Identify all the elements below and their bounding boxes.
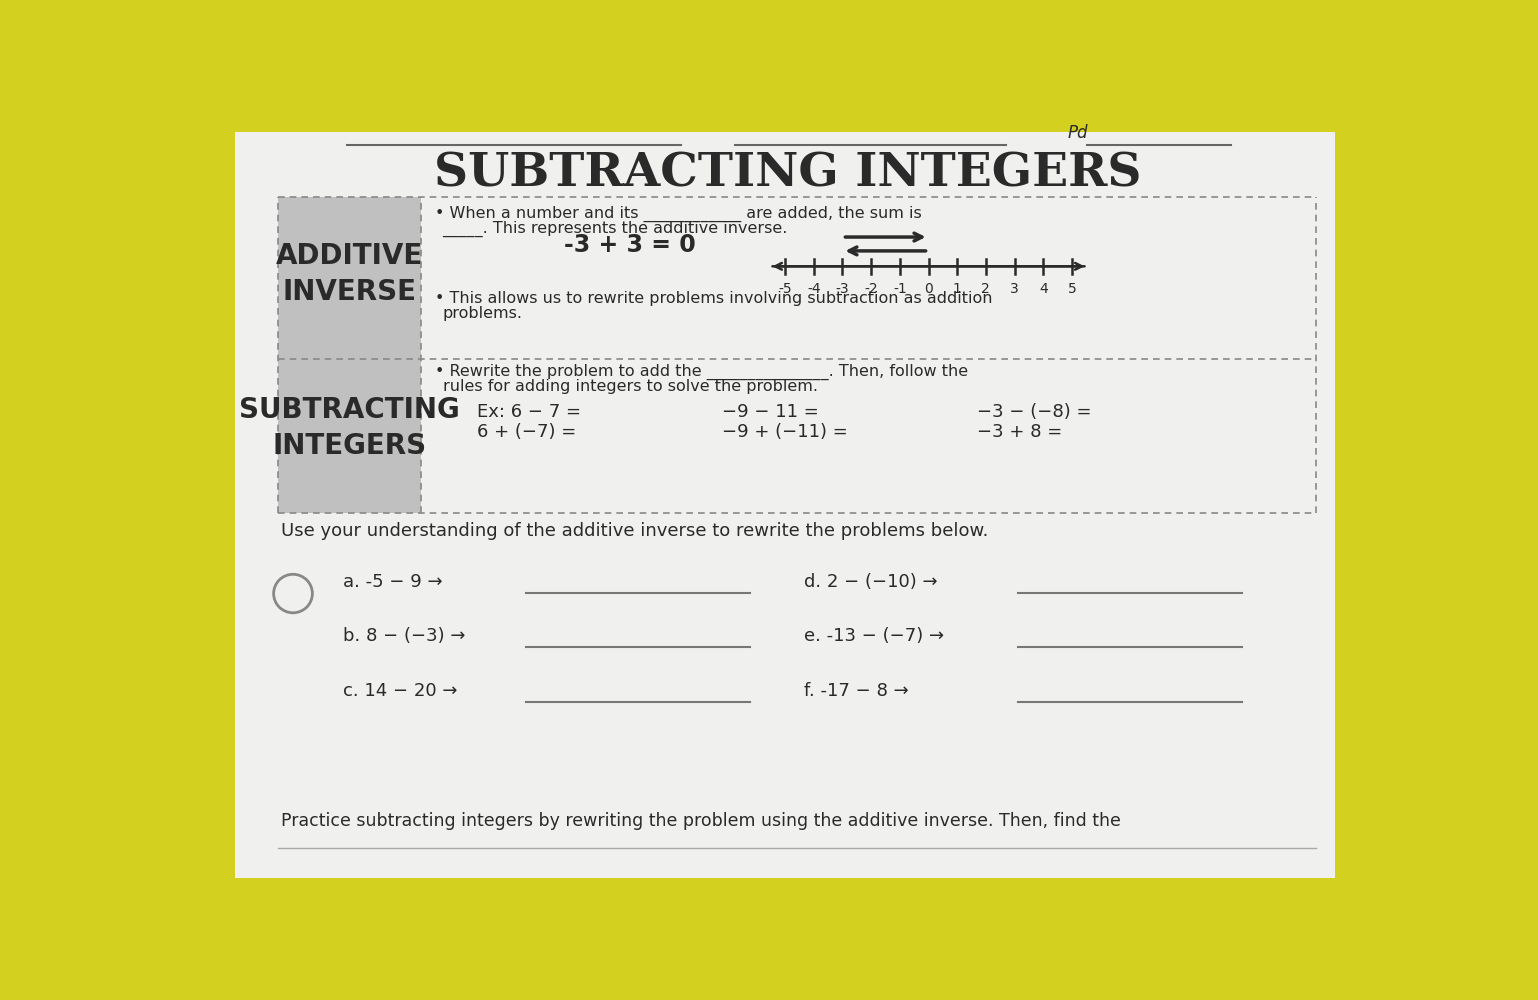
- Text: _____. This represents the additive inverse.: _____. This represents the additive inve…: [443, 221, 787, 237]
- Text: −9 − 11 =: −9 − 11 =: [721, 403, 818, 421]
- Text: 1: 1: [952, 282, 961, 296]
- Text: d. 2 − (−10) →: d. 2 − (−10) →: [804, 573, 938, 591]
- Text: • When a number and its ____________ are added, the sum is: • When a number and its ____________ are…: [435, 206, 921, 222]
- Circle shape: [274, 574, 312, 613]
- Bar: [277, 359, 421, 513]
- Text: Practice subtracting integers by rewriting the problem using the additive invers: Practice subtracting integers by rewriti…: [281, 812, 1121, 830]
- Text: 4: 4: [1038, 282, 1047, 296]
- Text: Use your understanding of the additive inverse to rewrite the problems below.: Use your understanding of the additive i…: [281, 522, 989, 540]
- Text: 0: 0: [924, 282, 934, 296]
- Text: -5: -5: [778, 282, 792, 296]
- Text: −3 + 8 =: −3 + 8 =: [977, 423, 1063, 441]
- Text: 3: 3: [1010, 282, 1018, 296]
- Text: -2: -2: [864, 282, 878, 296]
- Text: Ex: 6 − 7 =: Ex: 6 − 7 =: [477, 403, 581, 421]
- Text: a. -5 − 9 →: a. -5 − 9 →: [343, 573, 443, 591]
- Text: • Rewrite the problem to add the _______________. Then, follow the: • Rewrite the problem to add the _______…: [435, 364, 967, 380]
- Text: c. 14 − 20 →: c. 14 − 20 →: [343, 682, 458, 700]
- Text: problems.: problems.: [443, 306, 523, 321]
- Text: SUBTRACTING INTEGERS: SUBTRACTING INTEGERS: [434, 151, 1143, 197]
- Text: Pd: Pd: [1067, 124, 1089, 142]
- Text: e. -13 − (−7) →: e. -13 − (−7) →: [804, 627, 944, 645]
- Text: 2: 2: [981, 282, 990, 296]
- Text: • This allows us to rewrite problems involving subtraction as addition: • This allows us to rewrite problems inv…: [435, 291, 992, 306]
- Text: -3 + 3 = 0: -3 + 3 = 0: [564, 233, 697, 257]
- Text: f. -17 − 8 →: f. -17 − 8 →: [804, 682, 909, 700]
- Text: -3: -3: [835, 282, 849, 296]
- FancyBboxPatch shape: [235, 132, 1335, 878]
- Text: −3 − (−8) =: −3 − (−8) =: [977, 403, 1092, 421]
- Text: −9 + (−11) =: −9 + (−11) =: [721, 423, 847, 441]
- Text: -1: -1: [894, 282, 907, 296]
- Text: -4: -4: [807, 282, 821, 296]
- Text: rules for adding integers to solve the problem.: rules for adding integers to solve the p…: [443, 379, 818, 394]
- Text: 6 + (−7) =: 6 + (−7) =: [477, 423, 577, 441]
- Text: b. 8 − (−3) →: b. 8 − (−3) →: [343, 627, 466, 645]
- Text: SUBTRACTING
INTEGERS: SUBTRACTING INTEGERS: [238, 396, 460, 460]
- Bar: [277, 197, 421, 359]
- Text: ADDITIVE
INVERSE: ADDITIVE INVERSE: [275, 242, 423, 306]
- Text: 5: 5: [1067, 282, 1077, 296]
